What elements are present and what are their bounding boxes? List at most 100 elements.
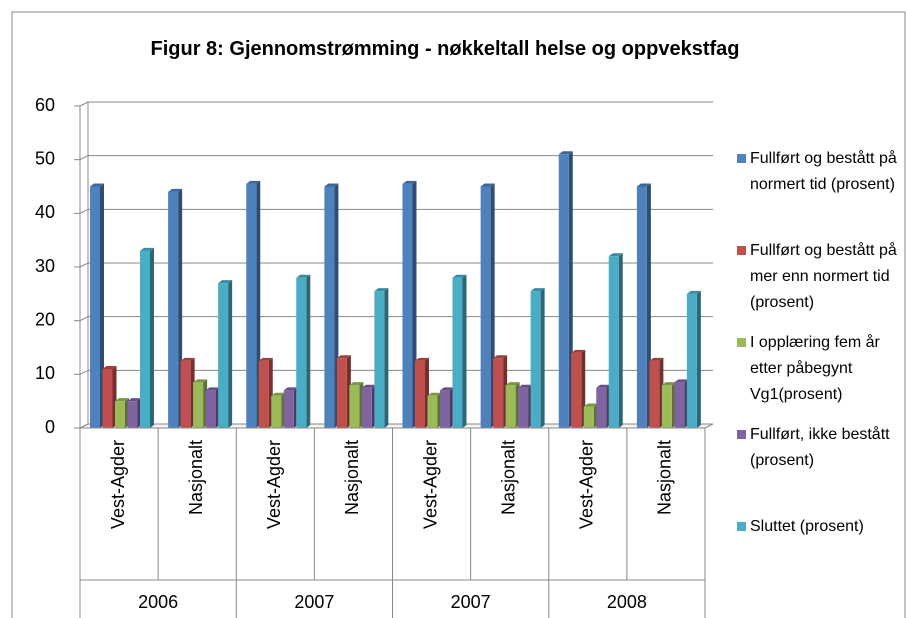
legend-label: Fullført og bestått på mer enn normert t… xyxy=(750,242,897,311)
bar xyxy=(205,390,216,428)
bar xyxy=(530,291,541,428)
bar xyxy=(324,186,335,428)
legend-label: Fullført, ikke bestått (prosent) xyxy=(750,426,890,469)
bar-top xyxy=(558,151,573,155)
bar-top xyxy=(168,188,183,192)
bar-top xyxy=(258,357,273,361)
grid-line xyxy=(79,101,713,107)
x-tick-label: Vest-Agder xyxy=(108,440,128,529)
bar-top xyxy=(427,392,442,396)
x-tick-label: Nasjonalt xyxy=(498,440,518,515)
bar-top xyxy=(218,280,233,284)
bar xyxy=(493,358,504,428)
bar-top xyxy=(324,183,339,187)
bar xyxy=(140,250,150,428)
bar xyxy=(296,277,307,428)
legend-swatch xyxy=(737,430,746,439)
legend-item: Fullført og bestått på mer enn normert t… xyxy=(737,238,900,316)
grid-line xyxy=(79,155,713,161)
bar xyxy=(505,385,516,428)
bar-top xyxy=(636,183,651,187)
bar-side xyxy=(540,288,545,428)
legend-item: I opplæring fem år etter påbegynt Vg1(pr… xyxy=(737,330,900,408)
legend-item: Fullført og bestått på normert tid (pros… xyxy=(737,146,900,198)
legend-label: Sluttet (prosent) xyxy=(750,518,864,535)
bar-side xyxy=(462,274,467,428)
bar xyxy=(440,390,450,428)
legend-swatch xyxy=(737,522,746,531)
bar xyxy=(415,360,425,428)
bar xyxy=(246,183,257,428)
bar-side xyxy=(618,253,623,428)
bar-top xyxy=(336,355,351,359)
bar-top xyxy=(402,180,417,184)
x-tick-label: Nasjonalt xyxy=(186,440,206,515)
y-tick-label: 40 xyxy=(35,202,55,222)
bar-top xyxy=(205,387,220,391)
bar-top xyxy=(271,392,286,396)
x-tick-label: Nasjonalt xyxy=(342,440,362,515)
bar-side xyxy=(100,183,104,428)
legend-swatch xyxy=(737,154,746,163)
bar xyxy=(608,256,619,428)
bar xyxy=(583,406,594,428)
bar-top xyxy=(493,355,508,359)
bar xyxy=(283,390,294,428)
bar xyxy=(480,186,491,428)
bar-side xyxy=(696,290,701,428)
bar-top xyxy=(180,357,195,361)
bar-top xyxy=(452,274,467,278)
bar xyxy=(452,277,463,428)
chart-title: Figur 8: Gjennomstrømming - nøkkeltall h… xyxy=(150,38,740,60)
legend-item: Sluttet (prosent) xyxy=(737,514,900,540)
bar xyxy=(349,385,360,428)
legend-swatch xyxy=(737,338,746,347)
y-tick-label: 30 xyxy=(35,256,55,276)
bar-top xyxy=(361,384,376,388)
bar xyxy=(674,382,685,428)
bar xyxy=(596,387,607,428)
bar xyxy=(427,395,438,428)
bar-top xyxy=(440,387,454,391)
bar-side xyxy=(384,288,389,428)
bar-top xyxy=(518,384,533,388)
bar xyxy=(127,401,138,428)
bar xyxy=(361,387,372,428)
legend-label: Fullført og bestått på normert tid (pros… xyxy=(750,150,897,193)
legend-label: I opplæring fem år etter påbegynt Vg1(pr… xyxy=(750,334,880,403)
grid-line xyxy=(79,262,713,268)
x-tick-label: Vest-Agder xyxy=(420,440,440,529)
bar-side xyxy=(228,280,233,428)
x-tick-label: Vest-Agder xyxy=(577,440,597,529)
bar xyxy=(661,385,672,428)
bar xyxy=(115,401,125,428)
y-tick-label: 60 xyxy=(35,95,55,115)
bar-top xyxy=(415,357,429,361)
bar xyxy=(518,387,529,428)
bar-top xyxy=(661,382,676,386)
bar-top xyxy=(374,288,389,292)
bar-top xyxy=(246,180,261,184)
bar xyxy=(180,360,191,428)
bar xyxy=(271,395,282,428)
bar-top xyxy=(115,398,129,402)
bar xyxy=(218,283,229,428)
bar-top xyxy=(686,290,701,294)
bar xyxy=(102,368,113,428)
legend-item: Fullført, ikke bestått (prosent) xyxy=(737,422,900,474)
group-label: 2006 xyxy=(138,592,178,612)
y-tick-label: 50 xyxy=(35,148,55,168)
x-tick-label: Nasjonalt xyxy=(655,440,675,515)
bar xyxy=(649,360,660,428)
bar-top xyxy=(608,253,623,257)
bar-top xyxy=(530,288,545,292)
bar xyxy=(402,183,413,428)
bar xyxy=(636,186,647,428)
grid-line xyxy=(79,316,713,322)
bar-top xyxy=(596,384,611,388)
bar xyxy=(168,191,179,428)
bar xyxy=(258,360,269,428)
bar-top xyxy=(127,398,142,402)
bar-side xyxy=(306,274,311,428)
